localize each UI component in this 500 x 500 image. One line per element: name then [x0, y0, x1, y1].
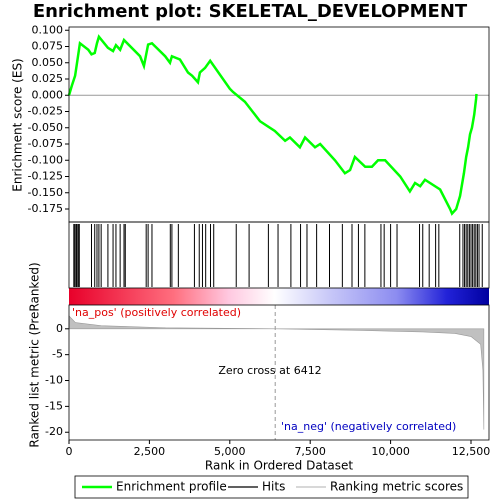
- metric-area: [68, 315, 485, 430]
- rank-color-band: [69, 288, 489, 305]
- y-axis-label: Ranked list metric (PreRanked): [28, 262, 42, 447]
- y-tick-label: -0.050: [28, 121, 63, 134]
- legend-label: Enrichment profile: [116, 480, 227, 494]
- annotation: 'na_pos' (positively correlated): [72, 306, 241, 319]
- panel-frame: [68, 221, 490, 289]
- x-tick-label: 12,500: [452, 445, 491, 458]
- x-tick-label: 2,500: [134, 445, 166, 458]
- annotation: 'na_neg' (negatively correlated): [281, 420, 456, 433]
- y-tick-label: -5: [52, 348, 63, 361]
- y-tick-label: -0.175: [28, 202, 63, 215]
- y-tick-label: 0.075: [32, 40, 64, 53]
- y-tick-label: -0.150: [28, 186, 63, 199]
- x-tick-label: 10,000: [371, 445, 410, 458]
- enrichment-line: [67, 34, 478, 216]
- y-tick-label: -10: [45, 374, 63, 387]
- y-tick-label: -0.025: [28, 105, 63, 118]
- annotation: Zero cross at 6412: [218, 364, 321, 377]
- x-axis-label: Rank in Ordered Dataset: [205, 459, 353, 473]
- y-tick-label: 0.000: [32, 88, 64, 101]
- x-tick-label: 7,500: [294, 445, 326, 458]
- y-tick-label: 0: [56, 322, 63, 335]
- y-axis-label: Enrichment score (ES): [11, 58, 25, 191]
- x-tick-label: 0: [66, 445, 73, 458]
- y-tick-label: 0.025: [32, 72, 64, 85]
- chart-title: Enrichment plot: SKELETAL_DEVELOPMENT: [33, 1, 468, 22]
- legend-label: Hits: [262, 480, 285, 494]
- x-tick-label: 5,000: [214, 445, 246, 458]
- panel-frame: [68, 304, 490, 441]
- legend-label: Ranking metric scores: [330, 480, 463, 494]
- y-tick-label: -0.125: [28, 170, 63, 183]
- legend-box: [74, 475, 469, 499]
- y-tick-label: 0.100: [32, 23, 64, 36]
- y-tick-label: -20: [45, 425, 63, 438]
- y-tick-label: -15: [45, 399, 63, 412]
- y-tick-label: 0.050: [32, 56, 64, 69]
- y-tick-label: -0.100: [28, 153, 63, 166]
- y-tick-label: -0.075: [28, 137, 63, 150]
